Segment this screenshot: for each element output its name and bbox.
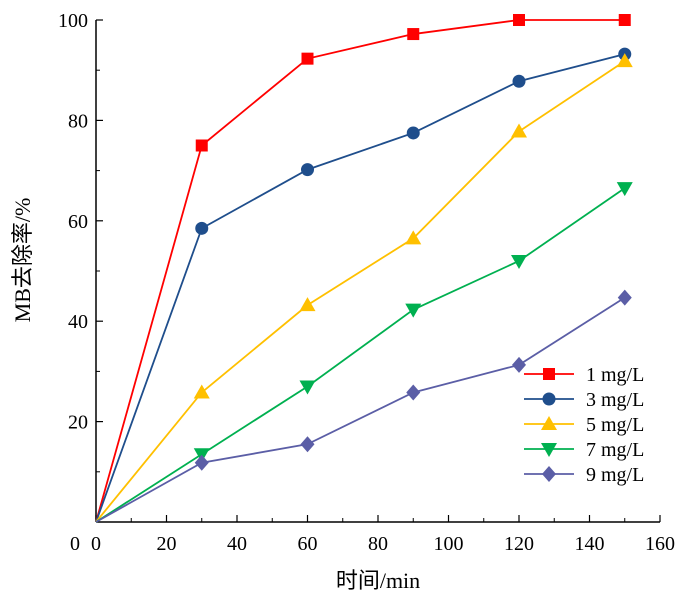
legend-marker (543, 368, 555, 380)
legend-label: 9 mg/L (586, 464, 644, 486)
data-point (301, 52, 314, 65)
legend-label: 7 mg/L (586, 439, 644, 461)
y-tick-label: 40 (68, 311, 88, 333)
data-point (299, 297, 316, 312)
x-tick-label: 20 (157, 533, 177, 555)
x-tick-label: 0 (91, 533, 101, 555)
x-tick-label: 80 (368, 533, 388, 555)
series-2 (95, 47, 632, 523)
data-point (406, 126, 420, 140)
legend-item: 3 mg/L (524, 389, 644, 411)
x-tick-label: 60 (298, 533, 318, 555)
series-layer (95, 14, 633, 523)
x-axis-title: 时间/min (336, 568, 420, 593)
data-point (511, 123, 527, 138)
legend-item: 7 mg/L (524, 439, 644, 461)
legend-item: 9 mg/L (524, 464, 644, 486)
data-point (406, 384, 421, 401)
y-axis-title: MB去除率/% (10, 198, 35, 323)
series-line (95, 187, 626, 523)
data-point (300, 436, 315, 453)
series-1 (95, 14, 631, 523)
data-point (194, 454, 209, 471)
y-tick-label: 60 (68, 211, 88, 233)
legend-label: 3 mg/L (586, 389, 644, 411)
data-point (405, 230, 422, 245)
legend-marker (542, 466, 556, 482)
series-line (95, 19, 625, 523)
data-point (616, 182, 633, 197)
data-point (618, 14, 631, 26)
series-3 (95, 53, 633, 523)
legend-item: 1 mg/L (524, 364, 644, 386)
y-tick-label: 80 (68, 110, 88, 132)
data-point (513, 14, 525, 26)
x-tick-label: 160 (645, 533, 675, 555)
x-tick-label: 120 (504, 533, 534, 555)
legend-marker (541, 443, 557, 457)
y-tick-label: 100 (58, 10, 88, 32)
x-tick-label: 100 (434, 533, 464, 555)
x-tick-label: 140 (575, 533, 605, 555)
data-point (511, 254, 527, 269)
y-tick-label: 20 (68, 412, 88, 434)
legend-label: 5 mg/L (586, 414, 644, 436)
data-point (195, 139, 208, 152)
legend-marker (542, 392, 556, 406)
data-point (512, 356, 526, 373)
legend-label: 1 mg/L (586, 364, 644, 386)
data-point (299, 380, 316, 395)
series-line (95, 60, 626, 523)
data-point (407, 28, 420, 41)
data-point (616, 53, 633, 68)
data-point (193, 384, 210, 399)
legend: 1 mg/L 3 mg/L 5 mg/L 7 mg/L 9 mg/L (524, 364, 644, 486)
data-point (617, 289, 632, 306)
data-point (301, 163, 314, 177)
axes: 0 20 40 60 80 100 120 140 160 0 20 40 60 80 100 (58, 10, 675, 555)
series-line (95, 53, 625, 523)
series-line (95, 296, 626, 523)
data-point (405, 303, 422, 318)
series-4 (95, 182, 633, 523)
legend-marker (541, 416, 557, 430)
legend-item: 5 mg/L (524, 414, 644, 436)
y-tick-label: 0 (70, 533, 80, 555)
series-5 (95, 289, 632, 523)
data-point (512, 74, 526, 88)
data-point (195, 221, 209, 235)
x-tick-label: 40 (227, 533, 247, 555)
